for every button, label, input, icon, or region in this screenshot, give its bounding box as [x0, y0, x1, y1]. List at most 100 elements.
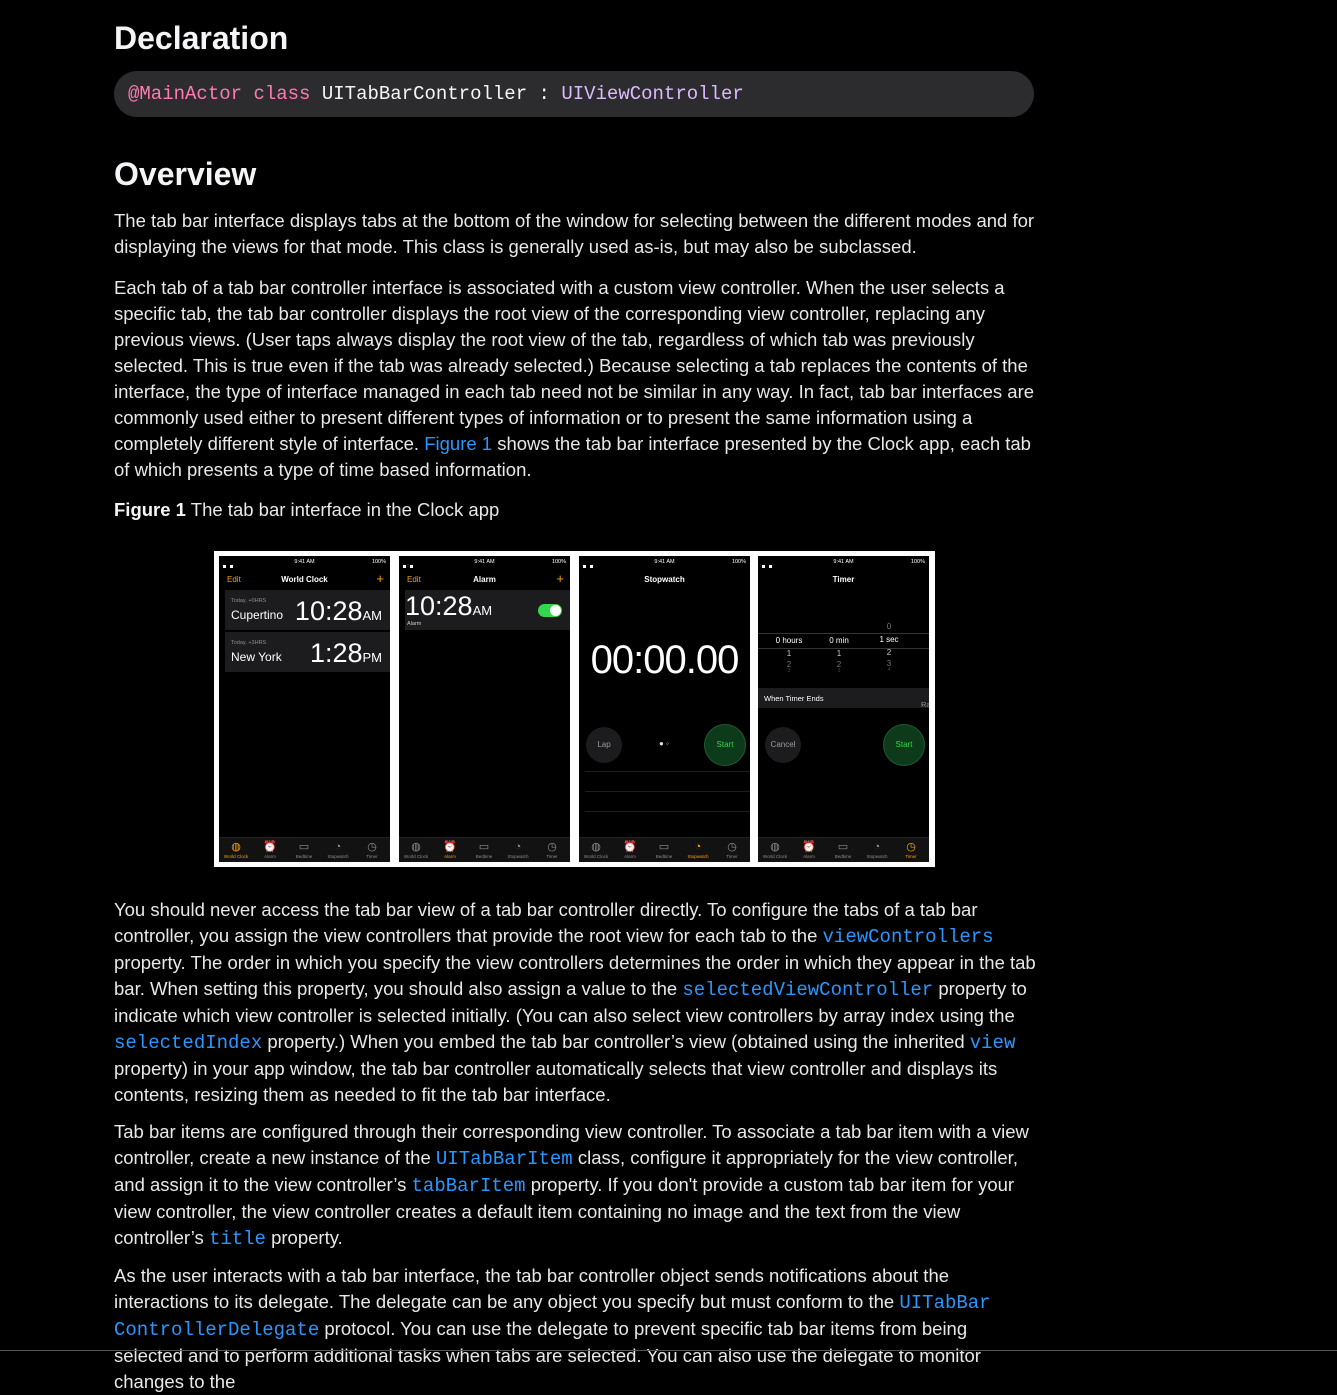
alarm-icon: ⏰ — [263, 841, 277, 853]
selectedviewcontroller-link[interactable]: selectedViewController — [682, 979, 934, 1001]
tab-label: Bedtime — [834, 854, 852, 859]
timer-icon: ◷ — [727, 841, 737, 853]
picker-value: 0 — [886, 622, 892, 631]
alarm-icon: ⏰ — [802, 841, 816, 853]
tab-stopwatch: ◔ Stopwatch — [860, 841, 894, 859]
globe-icon: ◍ — [770, 841, 780, 853]
tab-stopwatch: ◔ Stopwatch — [681, 841, 715, 859]
add-icon: + — [376, 571, 384, 586]
text-span: class, configure it appropriately for th… — [114, 1147, 1018, 1195]
signal-icon — [762, 560, 772, 568]
uitabbarcontrollerdelegate-link[interactable]: UITabBar ControllerDelegate — [114, 1292, 991, 1341]
figure-label: Figure 1 — [114, 499, 186, 520]
tab-alarm: ⏰ Alarm — [433, 841, 467, 859]
figure-caption: Figure 1 The tab bar interface in the Cl… — [114, 497, 499, 523]
tab-label: Stopwatch — [866, 854, 888, 859]
bed-icon: ▭ — [837, 841, 849, 853]
tab-label: Alarm — [444, 854, 456, 859]
row-city: New York — [231, 650, 282, 664]
code-class-name: UITabBarController — [321, 83, 528, 105]
text-span: property. If you don't provide a custom … — [114, 1174, 1015, 1248]
tab-bar: ◍ World Clock ⏰ Alarm ▭ Bedtime ◔ Stopwatch … — [579, 837, 750, 862]
battery-icon: 100% — [731, 559, 746, 565]
start-button: Start — [886, 727, 922, 763]
title-link[interactable]: title — [208, 1228, 266, 1250]
tab-bar: ◍ World Clock ⏰ Alarm ▭ Bedtime ◔ Stopwatch … — [399, 837, 570, 862]
timer-icon: ◷ — [547, 841, 557, 853]
code-attribute: @MainActor — [128, 83, 243, 105]
bed-icon: ▭ — [658, 841, 670, 853]
tab-label: Bedtime — [475, 854, 493, 859]
when-timer-ends-row: When Timer Ends Radar › — [758, 688, 929, 709]
signal-icon — [583, 560, 593, 568]
battery-icon: 100% — [371, 559, 386, 565]
declaration-heading: Declaration — [114, 20, 289, 56]
nav-title: Stopwatch — [644, 575, 685, 584]
tab-label: Alarm — [624, 854, 636, 859]
picker-selection — [758, 633, 929, 649]
lap-divider — [585, 791, 750, 792]
tab-label: World Clock — [403, 854, 429, 859]
status-bar: 9:41 AM 100% — [579, 558, 750, 568]
overview-paragraph-1: The tab bar interface displays tabs at t… — [114, 210, 1035, 257]
text-span: property. — [271, 1227, 343, 1248]
tab-label: Alarm — [803, 854, 815, 859]
selectedindex-link[interactable]: selectedIndex — [114, 1032, 263, 1054]
tab-stopwatch: ◔ Stopwatch — [321, 841, 355, 859]
ampm: AM — [472, 603, 493, 618]
tab-world-clock: ◍ World Clock — [758, 841, 792, 859]
stopwatch-icon: ◔ — [514, 841, 522, 853]
lap-button: Lap — [586, 727, 622, 763]
when-timer-ends-label: When Timer Ends — [764, 694, 824, 703]
alarm-toggle — [538, 604, 562, 617]
tab-label: Stopwatch — [327, 854, 349, 859]
row-time: 10:28AM — [295, 596, 382, 627]
page-dots: ● ◦ — [659, 739, 669, 748]
cancel-button: Cancel — [765, 727, 801, 763]
nav-bar: Edit World Clock + — [219, 571, 390, 588]
declaration-code: @MainActor class UITabBarController : UI… — [128, 83, 744, 105]
tab-label: Alarm — [264, 854, 276, 859]
phone-timer: 9:41 AM 100% Timer 0 hours 1 2 3 0 min 1… — [758, 556, 929, 862]
lap-divider — [585, 811, 750, 812]
view-link[interactable]: view — [969, 1032, 1016, 1054]
tab-label: Bedtime — [655, 854, 673, 859]
tab-label: Bedtime — [295, 854, 313, 859]
figure-1-link[interactable]: Figure 1 — [424, 433, 493, 454]
tab-bedtime: ▭ Bedtime — [647, 841, 681, 859]
tab-label: Stopwatch — [507, 854, 529, 859]
tab-label: Timer — [905, 854, 917, 859]
text-span: property.) When you embed the tab bar co… — [267, 1031, 965, 1052]
signal-icon — [403, 560, 413, 568]
picker-value: 0 hours — [775, 636, 803, 645]
link-part[interactable]: UITabBar — [899, 1292, 991, 1314]
battery-icon: 100% — [551, 559, 566, 565]
bed-icon: ▭ — [478, 841, 490, 853]
viewcontrollers-link[interactable]: viewControllers — [822, 926, 994, 948]
phone-world-clock: 9:41 AM 100% Edit World Clock + Today, +… — [219, 556, 390, 862]
bed-icon: ▭ — [298, 841, 310, 853]
row-time: 1:28PM — [310, 638, 382, 669]
overview-paragraph-3: You should never access the tab bar view… — [114, 897, 1036, 1108]
picker-value: 3 — [886, 659, 892, 668]
code-superclass-link[interactable]: UIViewController — [561, 83, 744, 105]
tabbaritem-link[interactable]: tabBarItem — [411, 1175, 526, 1197]
tab-label: Stopwatch — [687, 854, 709, 859]
status-bar: 9:41 AM 100% — [399, 558, 570, 568]
row-city: Cupertino — [231, 608, 284, 622]
tab-stopwatch: ◔ Stopwatch — [501, 841, 535, 859]
tab-bar: ◍ World Clock ⏰ Alarm ▭ Bedtime ◔ Stopwatch … — [219, 837, 390, 862]
alarm-label: Alarm — [407, 621, 422, 627]
picker-value: 1 — [836, 649, 842, 658]
picker-value: 2 — [836, 660, 842, 669]
battery-icon: 100% — [910, 559, 925, 565]
figure-caption-text: The tab bar interface in the Clock app — [190, 499, 500, 520]
timer-icon: ◷ — [367, 841, 377, 853]
tab-timer: ◷ Timer — [894, 841, 928, 859]
tab-alarm: ⏰ Alarm — [253, 841, 287, 859]
link-part[interactable]: ControllerDelegate — [114, 1319, 320, 1341]
picker-value: 1 — [786, 649, 792, 658]
status-bar: 9:41 AM 100% — [758, 558, 929, 568]
uitabbaritem-link[interactable]: UITabBarItem — [435, 1148, 573, 1170]
phone-stopwatch: 9:41 AM 100% Stopwatch 00:00.00 Lap ● ◦ … — [579, 556, 750, 862]
